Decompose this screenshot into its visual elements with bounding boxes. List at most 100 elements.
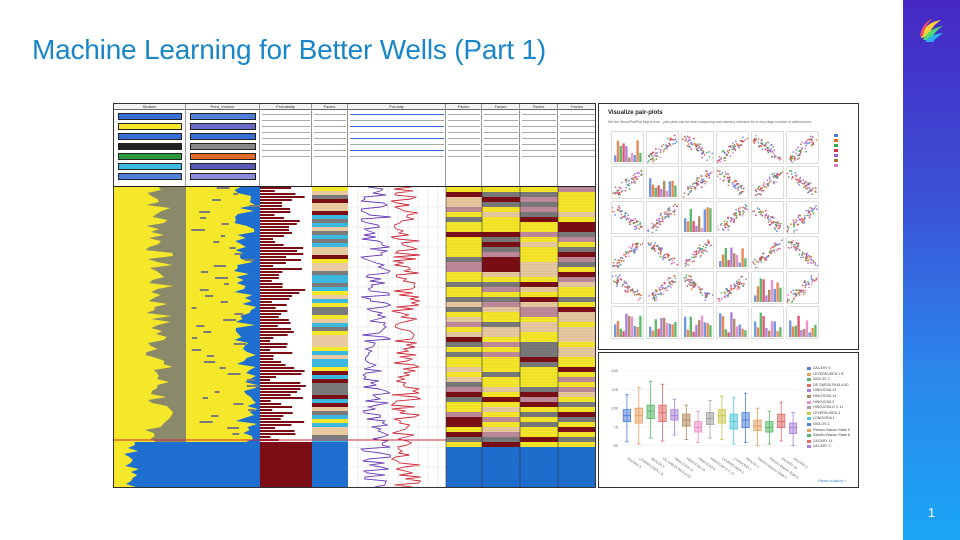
log-header-label: Porosity: [348, 104, 445, 110]
pair-plot-cell-canvas: [717, 275, 748, 302]
log-header-label: Facies: [482, 104, 519, 110]
log-header-label: Facies: [558, 104, 595, 110]
pair-plot-cell-canvas: [717, 204, 748, 231]
pair-plot-cell-canvas: [789, 135, 818, 163]
pair-legend-swatch: [834, 154, 838, 157]
pair-plot-cell-canvas: [787, 169, 817, 195]
export-link[interactable]: Export to plot.ly »: [818, 479, 846, 483]
box-legend-label: LONGORIA 1: [813, 416, 835, 421]
pair-plot-cell: [611, 306, 644, 339]
log-header-column: Facies: [446, 104, 482, 186]
pair-plot-cell: [786, 306, 819, 339]
page-number: 1: [927, 505, 936, 520]
pair-plot-cell: [646, 131, 679, 164]
box-plot-box: [658, 383, 667, 442]
box-legend-swatch: [807, 445, 811, 449]
box-ytick-label: 75: [614, 424, 619, 429]
box-legend-label: HINOJOSA G C 11: [813, 405, 844, 410]
pair-plot-cell: [681, 306, 714, 339]
box-legend-label: HINOJOSA 13: [813, 388, 837, 393]
pair-plot-cell: [786, 201, 819, 234]
pair-plot-cell-canvas: [717, 170, 745, 196]
box-ytick-label: 50: [614, 443, 619, 448]
pair-plot-cell: [611, 271, 644, 304]
pair-plot-cell-canvas: [649, 317, 677, 337]
log-header-rule: [262, 144, 310, 145]
pair-plot-cell-canvas: [647, 242, 678, 266]
log-header-column: Facies: [558, 104, 595, 186]
pair-plot-cell: [751, 201, 784, 234]
log-header-rule: [262, 138, 310, 139]
log-header-rule: [560, 150, 595, 151]
pair-plot-cell: [646, 166, 679, 199]
pair-plot-cell-canvas: [682, 135, 713, 161]
box-plot-box: [788, 412, 798, 446]
box-plot-box: [694, 410, 703, 443]
box-ytick-label: 100: [611, 406, 618, 411]
box-legend-label: ZACARY 3: [813, 444, 831, 449]
log-header-rule: [350, 150, 444, 151]
log-header-rule: [314, 126, 346, 127]
box-plot-box: [622, 394, 632, 443]
pair-plot-cell: [716, 166, 749, 199]
box-legend-swatch: [807, 400, 811, 404]
pair-plot-cell-canvas: [754, 278, 782, 302]
pair-plot-cell-canvas: [648, 275, 677, 302]
log-header-rule: [522, 120, 556, 121]
log-header-swatch: [190, 153, 256, 160]
log-header-rule: [560, 114, 595, 115]
pair-plot-cell-canvas: [719, 247, 747, 267]
box-legend-label: LEVERKUSEN 1 B: [813, 371, 844, 376]
pair-plot-cell-canvas: [614, 140, 642, 162]
box-legend-label: Rancho Blanco State 5: [813, 427, 850, 432]
pair-plot-cell-canvas: [752, 134, 782, 161]
box-plot-box: [717, 395, 726, 440]
pair-plot-cell-canvas: [754, 171, 783, 197]
log-header-rule: [350, 138, 444, 139]
pair-plot-cell-canvas: [612, 242, 643, 268]
log-tracks-canvas: [114, 186, 595, 487]
box-plot-box: [646, 380, 655, 439]
pair-plot-cell-canvas: [612, 169, 643, 198]
log-header-label: Facies: [520, 104, 557, 110]
log-header-rule: [314, 150, 346, 151]
pair-plot-cell: [611, 166, 644, 199]
pair-plot-cell-canvas: [789, 315, 817, 337]
log-header: Stratum Pred_Volume Probability Facies Poros…: [114, 104, 595, 186]
log-header-swatch: [190, 163, 256, 170]
pair-plot-cell-canvas: [682, 170, 713, 198]
pair-plot-cell: [751, 131, 784, 164]
pair-plot-cell: [751, 236, 784, 269]
log-header-swatch: [118, 153, 182, 160]
pair-plot-cell: [786, 131, 819, 164]
box-plot-box: [753, 407, 762, 446]
pair-plot-cell-canvas: [683, 274, 713, 301]
log-header-swatch: [190, 143, 256, 150]
box-legend-swatch: [807, 367, 811, 370]
log-header-rule: [448, 156, 480, 157]
log-header-rule: [448, 138, 480, 139]
log-header-rule: [560, 138, 595, 139]
pair-plot-cell-canvas: [754, 312, 782, 337]
pair-legend-swatch: [834, 139, 838, 142]
box-legend-swatch: [807, 411, 811, 415]
log-header-rule: [314, 114, 346, 115]
log-header-column: Facies: [520, 104, 558, 186]
box-legend-swatch: [807, 372, 811, 376]
log-header-rule: [262, 156, 310, 157]
log-header-rule: [448, 144, 480, 145]
pair-plot-title: Visualize pair-plots: [608, 110, 663, 116]
log-header-column: Facies: [482, 104, 520, 186]
pair-plot-cell: [611, 201, 644, 234]
pair-plot-cell: [751, 166, 784, 199]
log-header-rule: [448, 126, 480, 127]
log-header-swatch: [118, 143, 182, 150]
log-header-swatch: [190, 113, 256, 120]
well-log-screenshot: Stratum Pred_Volume Probability Facies Poros…: [113, 103, 596, 488]
box-legend-label: ZACARY 5: [813, 366, 831, 370]
log-header-rule: [522, 150, 556, 151]
log-header-rule: [350, 132, 444, 133]
log-header-rule: [350, 120, 444, 121]
box-legend-swatch: [807, 383, 811, 387]
log-header-rule: [314, 132, 346, 133]
